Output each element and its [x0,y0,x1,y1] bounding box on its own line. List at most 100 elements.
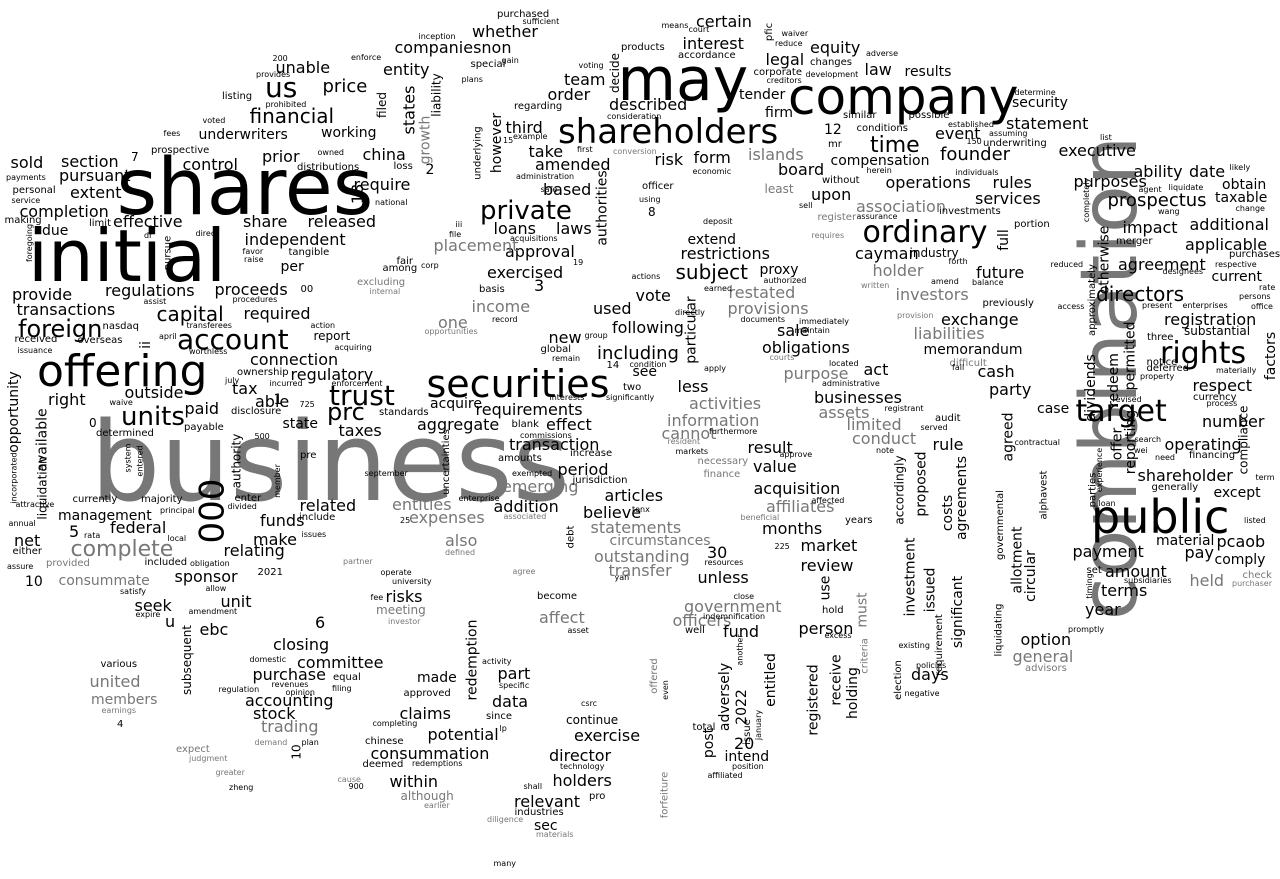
cloud-word: expenses [409,508,485,527]
cloud-word: cause [337,775,361,784]
cloud-word: even [660,680,670,700]
cloud-word: including [597,343,679,364]
cloud-word: applicable [1185,235,1268,254]
cloud-word: significantly [606,393,655,402]
cloud-word: compensation [830,153,930,169]
cloud-word: acquisition [753,479,841,498]
cloud-word: account [177,323,289,356]
cloud-word: disclosure [231,406,282,417]
cloud-word: cash [977,362,1015,381]
cloud-word: target [1075,394,1167,429]
cloud-word: first [577,145,593,154]
cloud-word: purchases [1229,249,1280,260]
cloud-word: laws [556,219,592,238]
cloud-word: allotment [1009,526,1026,594]
cloud-word: 10 [25,574,43,590]
cloud-word: agreed [1000,412,1017,462]
cloud-word: management [58,508,152,524]
cloud-word: provide [12,285,73,304]
cloud-word: increase [570,448,613,459]
cloud-word: ii [137,341,154,349]
cloud-word: amendment [188,607,238,616]
cloud-word: board [778,160,825,179]
cloud-word: 15 [503,136,514,145]
cloud-word: investors [895,285,969,304]
cloud-word: loans [493,219,537,238]
cloud-word: substantial [1184,324,1251,338]
cloud-word: comply [1214,552,1266,568]
cloud-word: pro [589,791,606,802]
cloud-word: liquidating [992,603,1004,657]
cloud-word: industries [514,807,564,818]
cloud-word: obligation [190,559,230,568]
cloud-word: courts [769,353,795,362]
cloud-word: held [1189,571,1225,590]
cloud-word: restated [728,283,796,302]
cloud-word: units [121,402,185,432]
cloud-word: waiver [781,29,809,38]
cloud-word: loan [1098,499,1116,508]
cloud-word: defined [445,548,476,557]
cloud-word: shares [116,143,374,233]
cloud-word: offering [37,346,208,397]
cloud-word: 2 [425,162,435,178]
cloud-word: believe [583,503,642,522]
cloud-word: member [272,464,282,498]
cloud-word: holding [844,667,861,719]
cloud-word: foregoing [25,223,35,263]
cloud-word: director [549,746,612,765]
cloud-word: share [243,212,288,231]
cloud-word: earned [704,284,733,293]
cloud-word: information [667,411,760,430]
cloud-word: include [299,512,336,523]
cloud-word: subsequent [180,624,195,696]
cloud-word: proxy [759,262,799,278]
cloud-word: term [1255,473,1275,482]
cloud-word: inception [418,32,456,41]
cloud-word: conversion [613,147,657,156]
cloud-word: materially [1216,366,1257,375]
cloud-word: see [632,364,658,380]
cloud-word: issuance [17,346,53,355]
cloud-word: due [42,223,69,239]
cloud-word: party [989,380,1032,399]
cloud-word: however [489,112,506,174]
cloud-word: receive [828,654,845,706]
cloud-word: global [540,344,572,355]
cloud-word: sponsor [174,567,238,586]
cloud-word: 725 [299,400,315,409]
cloud-word: compliance [1235,405,1250,475]
cloud-word: issue [741,719,753,745]
cloud-word: need [1155,453,1175,462]
cloud-word: option [1020,630,1072,649]
cloud-word: redemption [463,619,480,701]
cloud-word: net [14,531,41,550]
cloud-word: private [480,196,572,226]
cloud-word: operate [380,568,412,577]
cloud-word: economic [692,167,732,176]
cloud-word: deferred [1146,363,1190,374]
cloud-word: respective [1215,260,1257,269]
cloud-word: partner [343,557,373,566]
cloud-word: obtain [1222,177,1267,193]
cloud-word: directly [675,308,705,317]
cloud-word: note [876,446,895,455]
cloud-word: funds [260,511,305,530]
cloud-word: accordance [678,50,736,61]
cloud-word: future [976,263,1025,282]
cloud-word: merger [1116,236,1153,247]
cloud-word: change [1235,204,1265,213]
cloud-word: 200 [272,54,288,63]
cloud-word: paid [184,399,220,418]
cloud-word: shall [523,782,543,791]
cloud-word: likely [1229,163,1251,172]
cloud-word: uncertainties [440,429,452,495]
cloud-word: respect [1192,376,1252,395]
cloud-word: described [609,95,688,114]
cloud-word: principal [160,506,195,515]
cloud-word: financing [1189,450,1236,461]
cloud-word: university [392,577,432,586]
cloud-word: liquidation [35,456,50,520]
cloud-word: outside [124,383,184,402]
cloud-word: resident [667,437,701,446]
